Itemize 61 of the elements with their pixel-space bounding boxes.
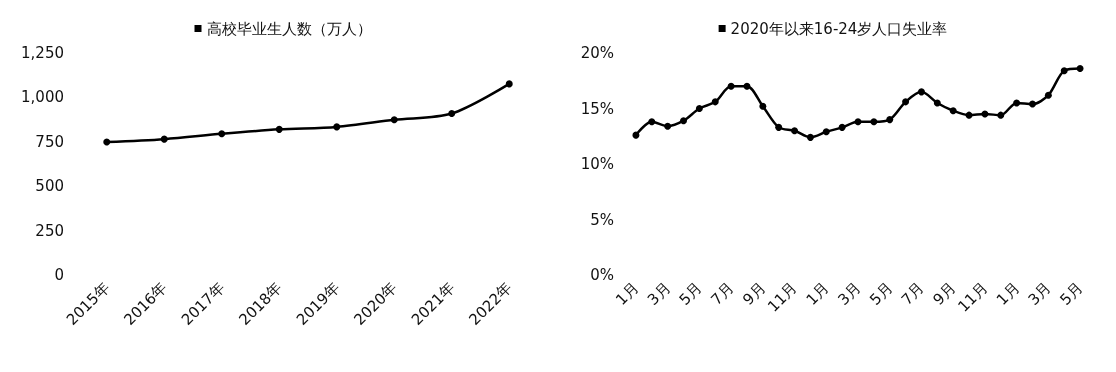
point (333, 123, 341, 131)
x-tick-label: 1月 (802, 278, 833, 309)
point (632, 131, 640, 139)
point (1044, 91, 1052, 99)
point (854, 118, 862, 126)
point (448, 110, 456, 118)
legend-label: 高校毕业生人数（万人） (206, 19, 372, 38)
x-tick-label: 11月 (764, 278, 801, 316)
point (695, 105, 703, 112)
x-tick-label: 11月 (954, 278, 992, 316)
point (1076, 65, 1084, 73)
point (775, 123, 783, 131)
point (997, 111, 1005, 119)
point (759, 102, 767, 110)
point (917, 88, 925, 96)
point (218, 130, 226, 138)
x-tick-label: 1月 (992, 278, 1023, 309)
y-tick-label: 0% (590, 266, 614, 284)
point (1060, 67, 1068, 75)
x-tick-label: 3月 (834, 278, 865, 309)
x-tick-label: 3月 (1024, 278, 1055, 309)
point (1013, 99, 1021, 107)
point (870, 118, 878, 126)
point (275, 125, 283, 133)
point (680, 117, 688, 125)
point (505, 80, 513, 88)
y-tick-label: 0 (54, 266, 64, 284)
x-tick-label: 5月 (866, 278, 897, 309)
y-tick-label: 1,250 (21, 44, 64, 62)
point (390, 116, 398, 124)
x-tick-label: 7月 (707, 278, 738, 309)
y-tick-label: 20% (580, 44, 614, 62)
y-tick-label: 10% (580, 155, 614, 173)
point (886, 116, 894, 124)
point (822, 128, 830, 136)
point (664, 122, 672, 130)
y-tick-label: 250 (35, 221, 64, 240)
point (103, 138, 111, 146)
point (1028, 100, 1036, 108)
point (648, 118, 656, 126)
point (727, 82, 735, 90)
point (838, 123, 846, 131)
point (933, 99, 941, 107)
y-tick-label: 15% (580, 99, 614, 118)
point (806, 133, 814, 141)
y-tick-label: 1,000 (21, 88, 64, 107)
x-tick-label: 1月 (612, 278, 643, 309)
x-tick-label: 5月 (1056, 278, 1087, 309)
y-tick-label: 750 (35, 132, 64, 151)
point (160, 135, 168, 143)
x-tick-label: 7月 (897, 278, 928, 309)
point (711, 98, 719, 106)
y-tick-label: 5% (590, 210, 614, 229)
point (902, 98, 910, 106)
point (743, 82, 751, 90)
x-tick-label: 3月 (643, 278, 675, 309)
point (791, 127, 799, 135)
point (949, 107, 957, 115)
x-tick-label: 5月 (675, 278, 706, 309)
legend-label: 2020年以来16-24岁人口失业率 (730, 19, 948, 38)
y-tick-label: 500 (35, 177, 64, 196)
